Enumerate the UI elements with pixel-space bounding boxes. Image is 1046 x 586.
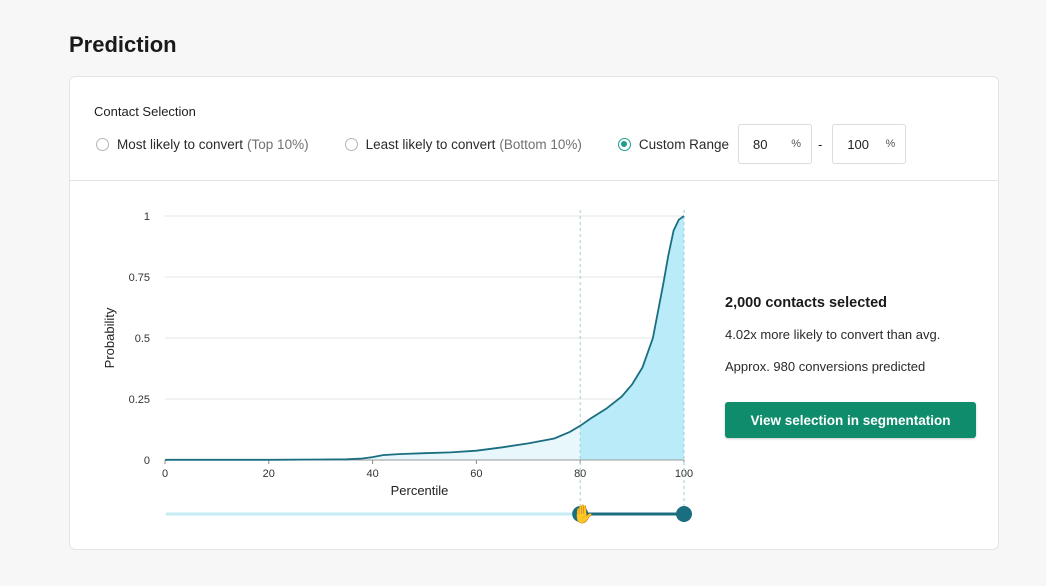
radio-hint: (Bottom 10%) bbox=[499, 136, 582, 152]
y-tick-labels: 0 0.25 0.5 0.75 1 bbox=[129, 211, 150, 467]
range-max-input[interactable] bbox=[847, 136, 884, 152]
range-slider-min-handle[interactable] bbox=[572, 506, 589, 522]
radio-circle-icon bbox=[344, 137, 358, 151]
radio-circle-icon bbox=[617, 137, 631, 151]
y-tick-label: 0.25 bbox=[129, 394, 150, 406]
x-tick-label: 60 bbox=[470, 468, 482, 480]
range-max-box: % bbox=[832, 124, 907, 164]
range-max-unit: % bbox=[885, 138, 896, 150]
range-min-input[interactable] bbox=[752, 136, 789, 152]
contacts-selected-count: 2,000 contacts selected bbox=[725, 295, 888, 311]
range-slider-max-handle[interactable] bbox=[676, 506, 692, 522]
radio-least-likely[interactable]: Least likely to convert (Bottom 10%) bbox=[344, 136, 582, 152]
y-tick-label: 0 bbox=[144, 455, 150, 467]
selection-summary: 2,000 contacts selected 4.02x more likel… bbox=[725, 295, 985, 391]
radio-circle-icon bbox=[96, 137, 109, 151]
x-tick-labels: 0 20 40 60 80 100 bbox=[162, 460, 693, 480]
selection-options: Most likely to convert (Top 10%) Least l… bbox=[96, 124, 907, 164]
probability-chart: 00.250.50.751 0 20 40 60 80 100 Percentile Pr… bbox=[102, 210, 693, 522]
view-selection-button[interactable]: View selection in segmentation bbox=[725, 402, 976, 438]
prediction-card: Contact Selection Most likely to convert… bbox=[69, 76, 999, 550]
hand-cursor-icon: ✋ bbox=[572, 504, 595, 524]
page-title: Prediction bbox=[69, 32, 177, 57]
range-min-box: % bbox=[737, 124, 812, 164]
x-axis-label: Percentile bbox=[391, 483, 449, 498]
y-tick-label: 0.5 bbox=[135, 333, 150, 345]
radio-most-likely[interactable]: Most likely to convert (Top 10%) bbox=[96, 137, 309, 152]
radio-custom-range[interactable]: Custom Range bbox=[617, 136, 729, 152]
radio-label: Least likely to convert bbox=[365, 136, 496, 152]
radio-hint: (Top 10%) bbox=[247, 136, 309, 152]
range-min-unit: % bbox=[791, 138, 801, 150]
x-tick-label: 0 bbox=[162, 468, 168, 480]
y-tick-label: 1 bbox=[144, 211, 150, 223]
probability-curve bbox=[165, 215, 685, 461]
y-tick-label: 0.75 bbox=[129, 272, 150, 284]
radio-label: Most likely to convert bbox=[117, 136, 244, 152]
x-tick-label: 20 bbox=[263, 468, 275, 480]
area-unselected-region bbox=[165, 425, 581, 460]
radio-label: Custom Range bbox=[638, 136, 729, 152]
contact-selection-label: Contact Selection bbox=[94, 104, 196, 119]
x-tick-label: 40 bbox=[366, 468, 378, 480]
conversions-text: Approx. 980 conversions predicted bbox=[725, 359, 926, 374]
area-selected-region bbox=[580, 216, 684, 460]
range-separator: - bbox=[817, 136, 823, 152]
y-axis-label: Probability bbox=[102, 307, 117, 368]
lift-text: 4.02x more likely to convert than avg. bbox=[725, 327, 941, 342]
section-divider bbox=[70, 180, 998, 181]
